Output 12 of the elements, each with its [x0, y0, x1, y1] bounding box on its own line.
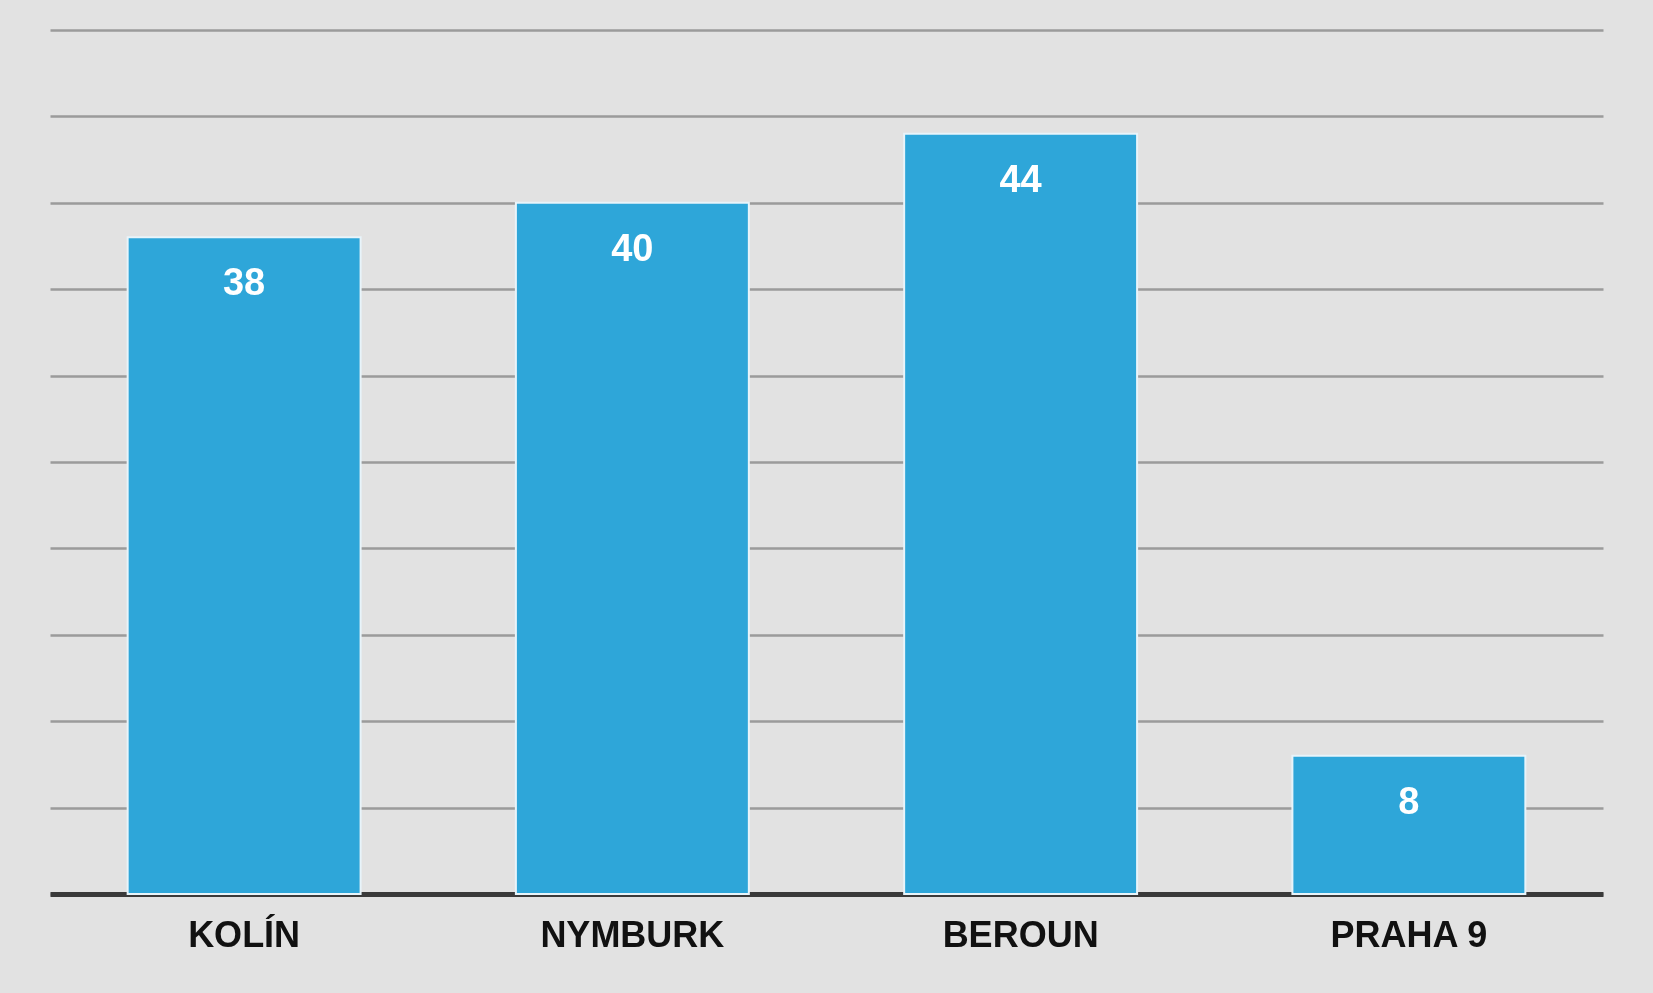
- data-label: 44: [999, 157, 1042, 200]
- bar: [1291, 754, 1527, 895]
- x-tick-label: KOLÍN: [188, 913, 301, 955]
- bar: [514, 201, 750, 895]
- bar: [903, 132, 1139, 895]
- data-label: 38: [222, 261, 266, 304]
- data-label: 40: [611, 226, 654, 269]
- data-label: 8: [1398, 779, 1420, 822]
- x-tick-label: PRAHA 9: [1330, 913, 1488, 955]
- x-tick-label: BEROUN: [942, 913, 1099, 955]
- bar: [126, 236, 362, 895]
- x-tick-label: NYMBURK: [540, 913, 725, 955]
